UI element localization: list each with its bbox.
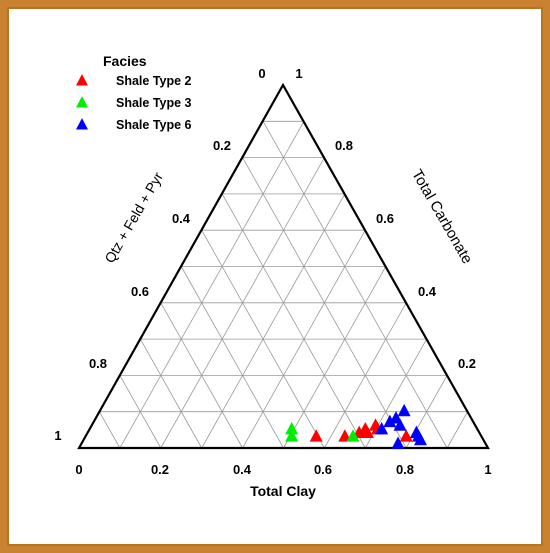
right-tick-label: 0.6 bbox=[376, 211, 394, 226]
bottom-axis-title: Total Clay bbox=[250, 483, 316, 499]
legend-items: Shale Type 2 Shale Type 3 Shale Type 6 bbox=[76, 74, 192, 132]
triangle-border bbox=[77, 82, 490, 450]
right-tick-label: 0.8 bbox=[335, 138, 353, 153]
right-tick-label: 0.4 bbox=[418, 284, 437, 299]
data-points bbox=[285, 403, 428, 449]
legend-label: Shale Type 6 bbox=[116, 118, 192, 132]
data-point bbox=[391, 436, 405, 449]
grid-line bbox=[140, 338, 203, 449]
data-point bbox=[389, 411, 403, 424]
bottom-tick-label: 0.6 bbox=[314, 462, 332, 477]
left-tick-label: 0.4 bbox=[172, 211, 191, 226]
data-point bbox=[399, 429, 413, 442]
grid-line bbox=[446, 411, 468, 449]
grid-line bbox=[119, 375, 162, 449]
legend-label: Shale Type 2 bbox=[116, 74, 192, 88]
grid-layer bbox=[99, 120, 468, 449]
legend-marker bbox=[76, 96, 88, 108]
grid-line bbox=[99, 411, 121, 449]
data-point bbox=[393, 418, 407, 431]
data-point bbox=[360, 425, 374, 438]
legend-title: Facies bbox=[103, 53, 147, 69]
bottom-tick-label: 0.2 bbox=[151, 462, 169, 477]
right-axis-title: Total Carbonate bbox=[408, 167, 476, 267]
bottom-tick-label: 0.8 bbox=[396, 462, 414, 477]
data-point bbox=[338, 429, 352, 442]
left-tick-label: 0.8 bbox=[89, 356, 107, 371]
grid-line bbox=[262, 121, 448, 449]
bottom-tick-label: 0 bbox=[75, 462, 82, 477]
grid-line bbox=[160, 302, 243, 449]
data-point bbox=[309, 429, 323, 442]
left-tick-label: 0 bbox=[258, 66, 265, 81]
data-point bbox=[285, 429, 299, 442]
triangle-outline bbox=[77, 82, 490, 450]
grid-line bbox=[283, 266, 387, 449]
left-axis-title: Qtz + Feld + Pyr bbox=[101, 169, 166, 266]
data-point bbox=[375, 421, 389, 435]
grid-line bbox=[201, 193, 346, 449]
tick-labels: 0 0.2 0.4 0.6 0.8 1 0 0.2 0.4 0.6 0.8 1 1 0.8 0.6 0.4 0.… bbox=[54, 66, 491, 477]
data-point bbox=[346, 429, 360, 442]
data-point bbox=[397, 403, 411, 417]
bottom-tick-label: 0.4 bbox=[233, 462, 252, 477]
chart-frame bbox=[7, 7, 543, 546]
left-tick-label: 0.6 bbox=[131, 284, 149, 299]
bottom-tick-label: 1 bbox=[484, 462, 491, 477]
left-tick-label: 1 bbox=[54, 428, 61, 443]
right-tick-label: 1 bbox=[295, 66, 302, 81]
left-tick-label: 0.2 bbox=[213, 138, 231, 153]
right-tick-label: 0.2 bbox=[458, 356, 476, 371]
legend-label: Shale Type 3 bbox=[116, 96, 192, 110]
grid-line bbox=[119, 121, 305, 449]
legend-marker bbox=[76, 118, 88, 130]
grid-line bbox=[324, 302, 407, 449]
grid-line bbox=[180, 266, 284, 449]
data-point bbox=[414, 432, 428, 446]
grid-line bbox=[221, 193, 366, 449]
legend-marker bbox=[76, 74, 88, 86]
